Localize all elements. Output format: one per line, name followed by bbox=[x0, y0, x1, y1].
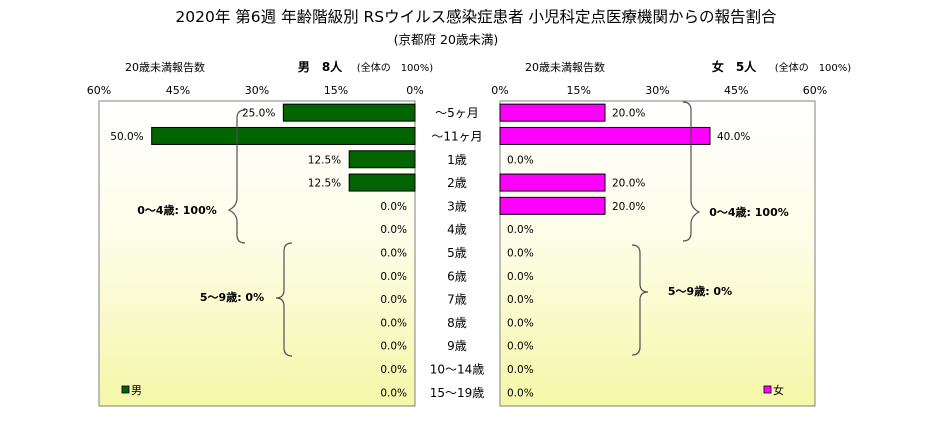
category-label: 6歳 bbox=[447, 269, 467, 283]
category-label: 15～19歳 bbox=[430, 386, 485, 400]
male-value-label: 0.0% bbox=[380, 364, 407, 376]
male-value-label: 12.5% bbox=[308, 178, 341, 190]
category-label: 1歳 bbox=[447, 153, 467, 167]
female-group-label-5-9: 5～9歳: 0% bbox=[668, 284, 732, 298]
male-legend-swatch bbox=[121, 385, 130, 394]
category-label: ～5ヶ月 bbox=[435, 106, 479, 120]
male-tick-label: 15% bbox=[324, 84, 348, 97]
female-brace-5-9 bbox=[631, 244, 649, 356]
male-count-label: 20歳未満報告数 bbox=[125, 61, 205, 74]
male-bar bbox=[282, 103, 416, 122]
male-value-label: 12.5% bbox=[308, 154, 341, 166]
female-value-label: 0.0% bbox=[507, 364, 534, 376]
male-legend-label: 男 bbox=[131, 384, 142, 397]
male-plot-area bbox=[98, 100, 416, 407]
male-bar bbox=[151, 126, 416, 145]
female-value-label: 20.0% bbox=[612, 108, 645, 120]
male-brace-0-4 bbox=[227, 109, 246, 244]
category-label: 3歳 bbox=[447, 199, 467, 213]
male-value-label: 0.0% bbox=[380, 294, 407, 306]
male-brace-5-9 bbox=[275, 242, 293, 357]
female-value-label: 40.0% bbox=[717, 131, 750, 143]
female-value-label: 20.0% bbox=[612, 178, 645, 190]
category-label: ～11ヶ月 bbox=[431, 129, 482, 143]
category-label: 10～14歳 bbox=[430, 362, 485, 376]
female-value-label: 0.0% bbox=[507, 387, 534, 399]
female-count-label: 20歳未満報告数 bbox=[525, 61, 605, 74]
category-label: 4歳 bbox=[447, 223, 467, 237]
female-value-label: 0.0% bbox=[507, 247, 534, 259]
male-value-label: 0.0% bbox=[380, 247, 407, 259]
female-value-label: 0.0% bbox=[507, 271, 534, 283]
female-plot-area bbox=[499, 100, 816, 407]
female-value-label: 0.0% bbox=[507, 341, 534, 353]
female-group-label-0-4: 0～4歳: 100% bbox=[709, 205, 789, 219]
female-tick-label: 45% bbox=[724, 84, 748, 97]
male-bar bbox=[348, 173, 416, 192]
female-total-label: 女 5人 bbox=[712, 59, 757, 74]
male-value-label: 0.0% bbox=[380, 271, 407, 283]
female-legend-label: 女 bbox=[773, 383, 784, 397]
category-label: 2歳 bbox=[447, 176, 467, 190]
female-value-label: 0.0% bbox=[507, 154, 534, 166]
male-share-note: (全体の 100%) bbox=[357, 61, 433, 74]
male-tick-label: 60% bbox=[87, 84, 111, 97]
category-label: 8歳 bbox=[447, 316, 467, 330]
category-label: 7歳 bbox=[447, 293, 467, 307]
category-label: 5歳 bbox=[447, 246, 467, 260]
female-bar bbox=[499, 196, 606, 215]
chart-subtitle: (京都府 20歳未満) bbox=[394, 32, 499, 47]
male-tick-label: 45% bbox=[166, 84, 190, 97]
female-bar bbox=[499, 103, 606, 122]
chart-title: 2020年 第6週 年齢階級別 RSウイルス感染症患者 小児科定点医療機関からの… bbox=[175, 8, 777, 26]
female-value-label: 0.0% bbox=[507, 294, 534, 306]
female-value-label: 0.0% bbox=[507, 224, 534, 236]
female-tick-label: 30% bbox=[645, 84, 669, 97]
male-bar bbox=[348, 150, 416, 169]
male-value-label: 25.0% bbox=[242, 108, 275, 120]
female-tick-label: 60% bbox=[803, 84, 827, 97]
female-bar bbox=[499, 173, 606, 192]
male-value-label: 50.0% bbox=[110, 131, 143, 143]
male-value-label: 0.0% bbox=[380, 224, 407, 236]
male-group-label-0-4: 0～4歳: 100% bbox=[137, 203, 217, 217]
female-bar bbox=[499, 126, 711, 145]
male-value-label: 0.0% bbox=[380, 387, 407, 399]
category-label: 9歳 bbox=[447, 339, 467, 353]
female-tick-label: 0% bbox=[491, 84, 508, 97]
male-value-label: 0.0% bbox=[380, 201, 407, 213]
male-tick-label: 30% bbox=[245, 84, 269, 97]
female-value-label: 20.0% bbox=[612, 201, 645, 213]
male-tick-label: 0% bbox=[406, 84, 423, 97]
male-value-label: 0.0% bbox=[380, 341, 407, 353]
male-group-label-5-9: 5～9歳: 0% bbox=[200, 290, 264, 304]
male-total-label: 男 8人 bbox=[298, 59, 343, 74]
female-brace-0-4 bbox=[682, 101, 701, 242]
female-value-label: 0.0% bbox=[507, 317, 534, 329]
female-tick-label: 15% bbox=[567, 84, 591, 97]
male-value-label: 0.0% bbox=[380, 317, 407, 329]
female-share-note: (全体の 100%) bbox=[775, 61, 851, 74]
female-legend-swatch bbox=[763, 385, 772, 394]
